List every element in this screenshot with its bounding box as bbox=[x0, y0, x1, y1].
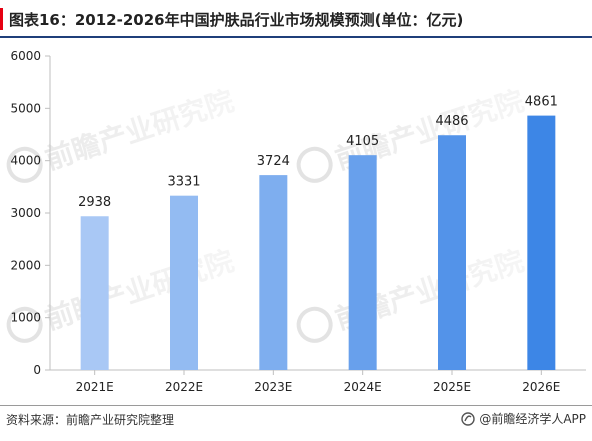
x-tick-label: 2022E bbox=[165, 380, 203, 394]
title-divider bbox=[0, 36, 592, 38]
watermark-text: 前瞻产业研究院 bbox=[41, 244, 238, 336]
x-tick-label: 2021E bbox=[76, 380, 114, 394]
y-tick-label: 4000 bbox=[10, 154, 41, 168]
data-label: 3724 bbox=[257, 154, 290, 169]
data-label: 3331 bbox=[167, 175, 200, 190]
watermark: 前瞻产业研究院 bbox=[6, 84, 238, 183]
data-label: 4105 bbox=[346, 134, 379, 149]
watermark-logo bbox=[296, 306, 333, 343]
chart-title: 图表16：2012-2026年中国护肤品行业市场规模预测(单位：亿元) bbox=[9, 11, 464, 29]
title-bar: 图表16：2012-2026年中国护肤品行业市场规模预测(单位：亿元) bbox=[0, 4, 592, 34]
bar bbox=[348, 155, 377, 370]
bar bbox=[438, 135, 466, 370]
title-accent-bar bbox=[0, 8, 3, 30]
watermark: 前瞻产业研究院 bbox=[296, 84, 528, 183]
brand-text: @前瞻经济学人APP bbox=[479, 412, 586, 426]
y-tick-label: 1000 bbox=[10, 311, 41, 325]
x-tick-label: 2024E bbox=[344, 380, 382, 394]
y-tick-label: 3000 bbox=[10, 206, 41, 220]
watermark-logo bbox=[6, 306, 43, 343]
watermark-logo bbox=[6, 146, 43, 183]
watermark-logo bbox=[296, 146, 333, 183]
bar-layer bbox=[80, 115, 556, 370]
data-label-layer: 2938 3331 3724 4105 4486 4861 bbox=[78, 95, 558, 211]
y-tick-label: 6000 bbox=[10, 49, 41, 63]
x-tick-label: 2025E bbox=[433, 380, 471, 394]
brand-logo-icon bbox=[461, 411, 476, 426]
watermark-text: 前瞻产业研究院 bbox=[41, 84, 238, 176]
bar bbox=[80, 216, 109, 370]
data-label: 2938 bbox=[78, 195, 111, 210]
y-tick-label: 0 bbox=[33, 363, 41, 377]
bar bbox=[259, 175, 288, 370]
footer-divider bbox=[0, 405, 592, 406]
bar bbox=[527, 115, 556, 370]
watermark: 前瞻产业研究院 bbox=[296, 244, 528, 343]
axis-layer: 0 1000 2000 3000 4000 5000 6000 2021E 2022E 2023E… bbox=[10, 49, 586, 394]
data-label: 4486 bbox=[435, 114, 468, 129]
y-tick-label: 5000 bbox=[10, 101, 41, 115]
brand-credit: @前瞻经济学人APP bbox=[461, 410, 586, 427]
data-label: 4861 bbox=[525, 95, 558, 110]
source-note: 资料来源：前瞻产业研究院整理 bbox=[6, 413, 175, 427]
x-tick-label: 2026E bbox=[522, 380, 560, 394]
bar bbox=[170, 195, 198, 370]
y-tick-label: 2000 bbox=[10, 258, 41, 272]
x-tick-label: 2023E bbox=[254, 380, 292, 394]
